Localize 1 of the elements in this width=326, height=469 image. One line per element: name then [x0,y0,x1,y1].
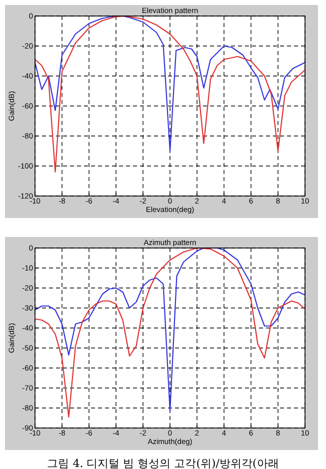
caption: 그림 4. 디지털 빔 형성의 고각(위)/방위각(아래 [47,457,279,469]
